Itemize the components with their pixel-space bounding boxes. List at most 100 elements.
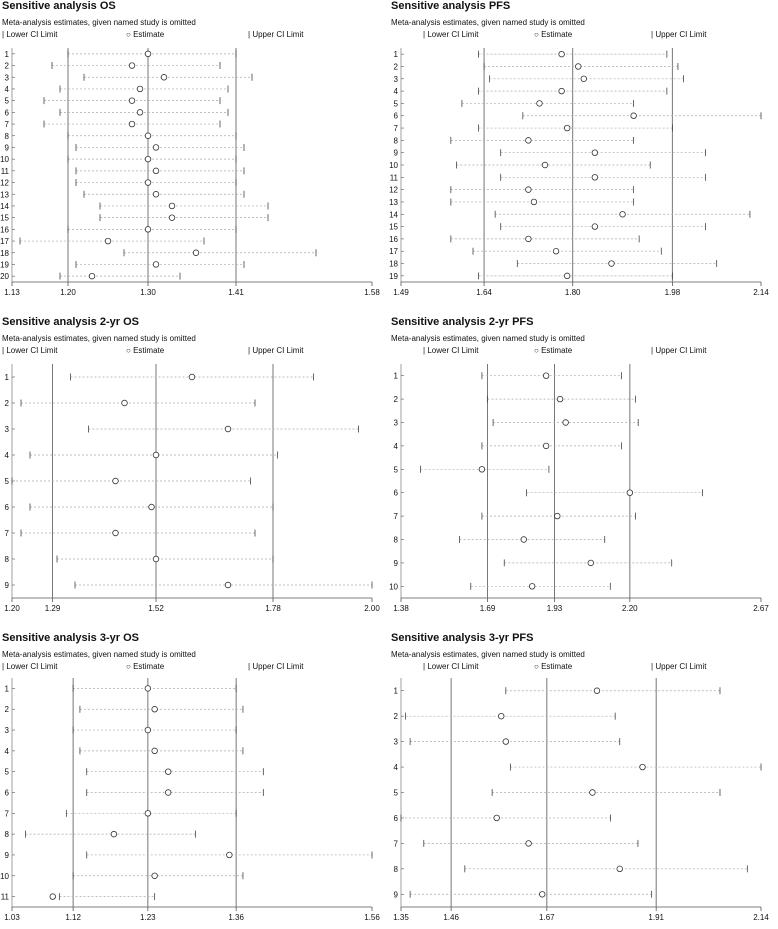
x-tick-label: 1.38 xyxy=(393,604,409,613)
legend-upper-ci: | Upper CI Limit xyxy=(651,346,707,355)
panel-pfs: Sensitive analysis PFS Meta-analysis est… xyxy=(389,0,778,305)
estimate-point xyxy=(144,226,152,233)
study-label: 17 xyxy=(389,247,398,256)
x-tick-label: 1.52 xyxy=(148,604,164,613)
estimate-point xyxy=(589,789,596,796)
chart-title: Sensitive analysis PFS xyxy=(391,0,511,12)
panel-3yr-pfs: Sensitive analysis 3-yr PFS Meta-analysi… xyxy=(389,632,778,929)
study-label: 1 xyxy=(5,50,10,59)
legend-lower-ci: | Lower CI Limit xyxy=(2,662,58,671)
study-label: 8 xyxy=(394,536,399,545)
legend-upper-ci: | Upper CI Limit xyxy=(248,346,304,355)
x-tick-label: 1.80 xyxy=(565,288,581,297)
x-tick-label: 1.20 xyxy=(4,604,20,613)
legend-estimate: ○ Estimate xyxy=(534,30,573,39)
estimate-point xyxy=(136,109,144,116)
estimate-point xyxy=(587,559,594,567)
legend-estimate: ○ Estimate xyxy=(534,662,573,671)
study-label: 11 xyxy=(1,893,10,902)
x-tick-label: 1.67 xyxy=(539,913,555,922)
legend-lower-ci: | Lower CI Limit xyxy=(2,346,58,355)
study-label: 7 xyxy=(5,120,10,129)
x-tick-label: 1.46 xyxy=(443,913,459,922)
estimate-point xyxy=(152,261,160,268)
study-label: 17 xyxy=(0,237,9,246)
study-label: 8 xyxy=(394,136,399,145)
estimate-point xyxy=(151,706,158,713)
chart-subtitle: Meta-analysis estimates, given named stu… xyxy=(391,650,585,659)
estimate-point xyxy=(608,260,615,267)
x-tick-label: 1.20 xyxy=(60,288,76,297)
study-label: 2 xyxy=(5,399,10,408)
chart-title: Sensitive analysis 2-yr PFS xyxy=(391,316,534,328)
estimate-point xyxy=(525,186,532,193)
estimate-point xyxy=(224,581,232,589)
study-label: 6 xyxy=(394,489,399,498)
estimate-point xyxy=(563,272,571,280)
study-label: 7 xyxy=(394,839,399,848)
study-label: 12 xyxy=(389,186,398,195)
chart-subtitle: Meta-analysis estimates, given named stu… xyxy=(2,18,196,27)
estimate-point xyxy=(128,97,136,104)
estimate-point xyxy=(165,789,172,796)
estimate-point xyxy=(144,155,152,163)
estimate-point xyxy=(525,840,532,847)
study-label: 15 xyxy=(0,214,9,223)
panel-os: Sensitive analysis OS Meta-analysis esti… xyxy=(0,0,389,305)
estimate-point xyxy=(144,132,152,139)
study-label: 7 xyxy=(5,809,10,818)
study-label: 10 xyxy=(0,155,9,164)
study-label: 19 xyxy=(389,272,398,281)
estimate-point xyxy=(151,872,158,879)
estimate-point xyxy=(49,893,56,900)
estimate-point xyxy=(575,63,582,70)
legend-lower-ci: | Lower CI Limit xyxy=(2,30,58,39)
estimate-point xyxy=(591,223,599,230)
x-tick-label: 1.30 xyxy=(140,288,156,297)
estimate-point xyxy=(192,249,200,256)
estimate-point xyxy=(591,174,599,181)
estimate-point xyxy=(226,851,233,859)
chart-subtitle: Meta-analysis estimates, given named stu… xyxy=(391,18,585,27)
estimate-point xyxy=(562,419,569,426)
estimate-point xyxy=(630,112,637,119)
study-label: 4 xyxy=(5,747,10,756)
study-label: 4 xyxy=(5,85,10,94)
x-tick-label: 1.58 xyxy=(364,288,380,297)
x-tick-label: 1.29 xyxy=(45,604,61,613)
study-label: 5 xyxy=(5,97,10,106)
x-tick-label: 1.49 xyxy=(393,288,409,297)
x-tick-label: 1.98 xyxy=(665,288,681,297)
x-tick-label: 2.14 xyxy=(753,288,769,297)
study-label: 12 xyxy=(0,179,9,188)
estimate-point xyxy=(152,144,160,151)
study-label: 14 xyxy=(389,210,398,219)
forest-plot-pfs: 1.49 1.64 1.80 1.98 2.1412345678910111213141… xyxy=(389,48,769,297)
study-label: 10 xyxy=(0,872,9,881)
estimate-point xyxy=(554,512,561,520)
chart-subtitle: Meta-analysis estimates, given named stu… xyxy=(2,334,196,343)
x-tick-label: 1.69 xyxy=(480,604,496,613)
estimate-point xyxy=(224,425,232,433)
study-label: 8 xyxy=(394,865,399,874)
study-label: 1 xyxy=(394,687,399,696)
study-label: 9 xyxy=(394,149,399,158)
estimate-point xyxy=(552,248,560,255)
x-tick-label: 1.64 xyxy=(476,288,492,297)
study-label: 2 xyxy=(5,62,10,71)
study-label: 1 xyxy=(394,50,399,59)
estimate-point xyxy=(144,685,152,692)
study-label: 5 xyxy=(5,477,10,486)
estimate-point xyxy=(542,372,550,379)
legend-estimate: ○ Estimate xyxy=(126,30,165,39)
legend-upper-ci: | Upper CI Limit xyxy=(651,662,707,671)
estimate-point xyxy=(112,477,119,485)
estimate-point xyxy=(152,555,160,563)
estimate-point xyxy=(121,399,128,407)
legend-lower-ci: | Lower CI Limit xyxy=(423,662,479,671)
estimate-point xyxy=(88,272,96,280)
study-label: 6 xyxy=(5,789,10,798)
study-label: 9 xyxy=(5,851,10,860)
x-tick-label: 1.03 xyxy=(4,913,20,922)
study-label: 9 xyxy=(5,143,10,152)
